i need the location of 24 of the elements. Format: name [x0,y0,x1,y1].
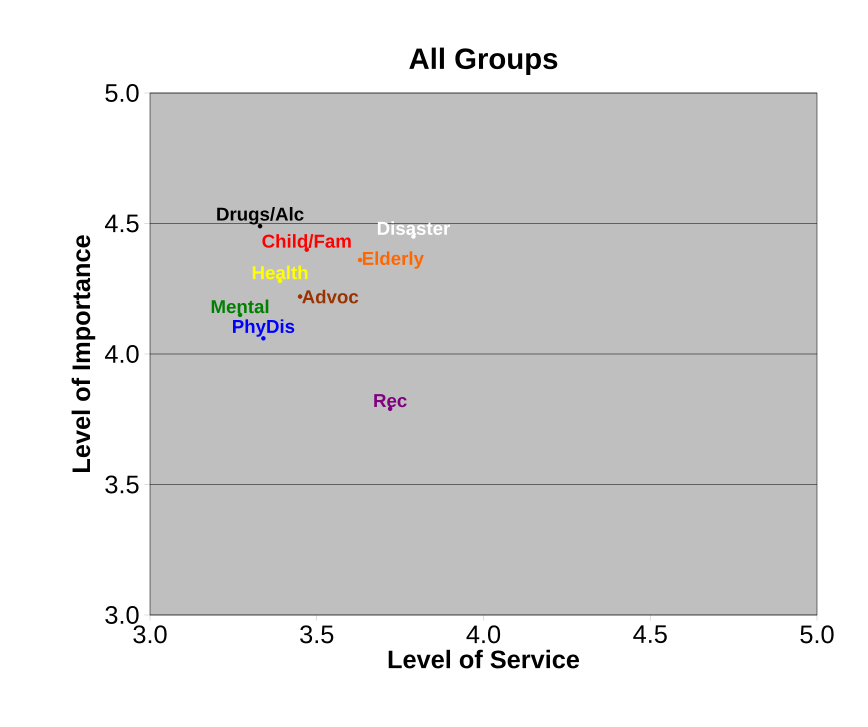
x-tick-label: 5.0 [800,625,834,644]
y-tick-label: 4.5 [104,214,139,232]
y-tick-label: 3.5 [105,476,139,494]
series-label: Mental [212,300,268,314]
point [298,294,302,299]
x-tick-label: 4.0 [466,625,500,644]
x-tick-label: 4.5 [633,625,667,644]
y-tick-label: 4.0 [104,345,139,363]
series-label: Advoc [302,290,358,304]
series-label: Rec [374,394,407,408]
y-tick-label: 3.0 [105,606,139,624]
series-label: PhyDis [233,319,294,337]
series-label: Health [252,266,308,280]
point [358,258,362,262]
series-label: Disaster [378,221,450,235]
chart-title: All Groups [409,48,558,75]
series-label: Child/Fam [262,234,351,248]
y-tick-label: 5.0 [105,84,139,102]
series-label: Elderly [362,251,424,269]
y-axis-title: Level of Importance [72,235,96,472]
x-tick-label: 3.0 [133,625,167,644]
series-label: Drugs/Alc [217,207,304,224]
x-axis-title: Level of Service [388,650,580,668]
x-tick-label: 3.5 [300,625,334,644]
